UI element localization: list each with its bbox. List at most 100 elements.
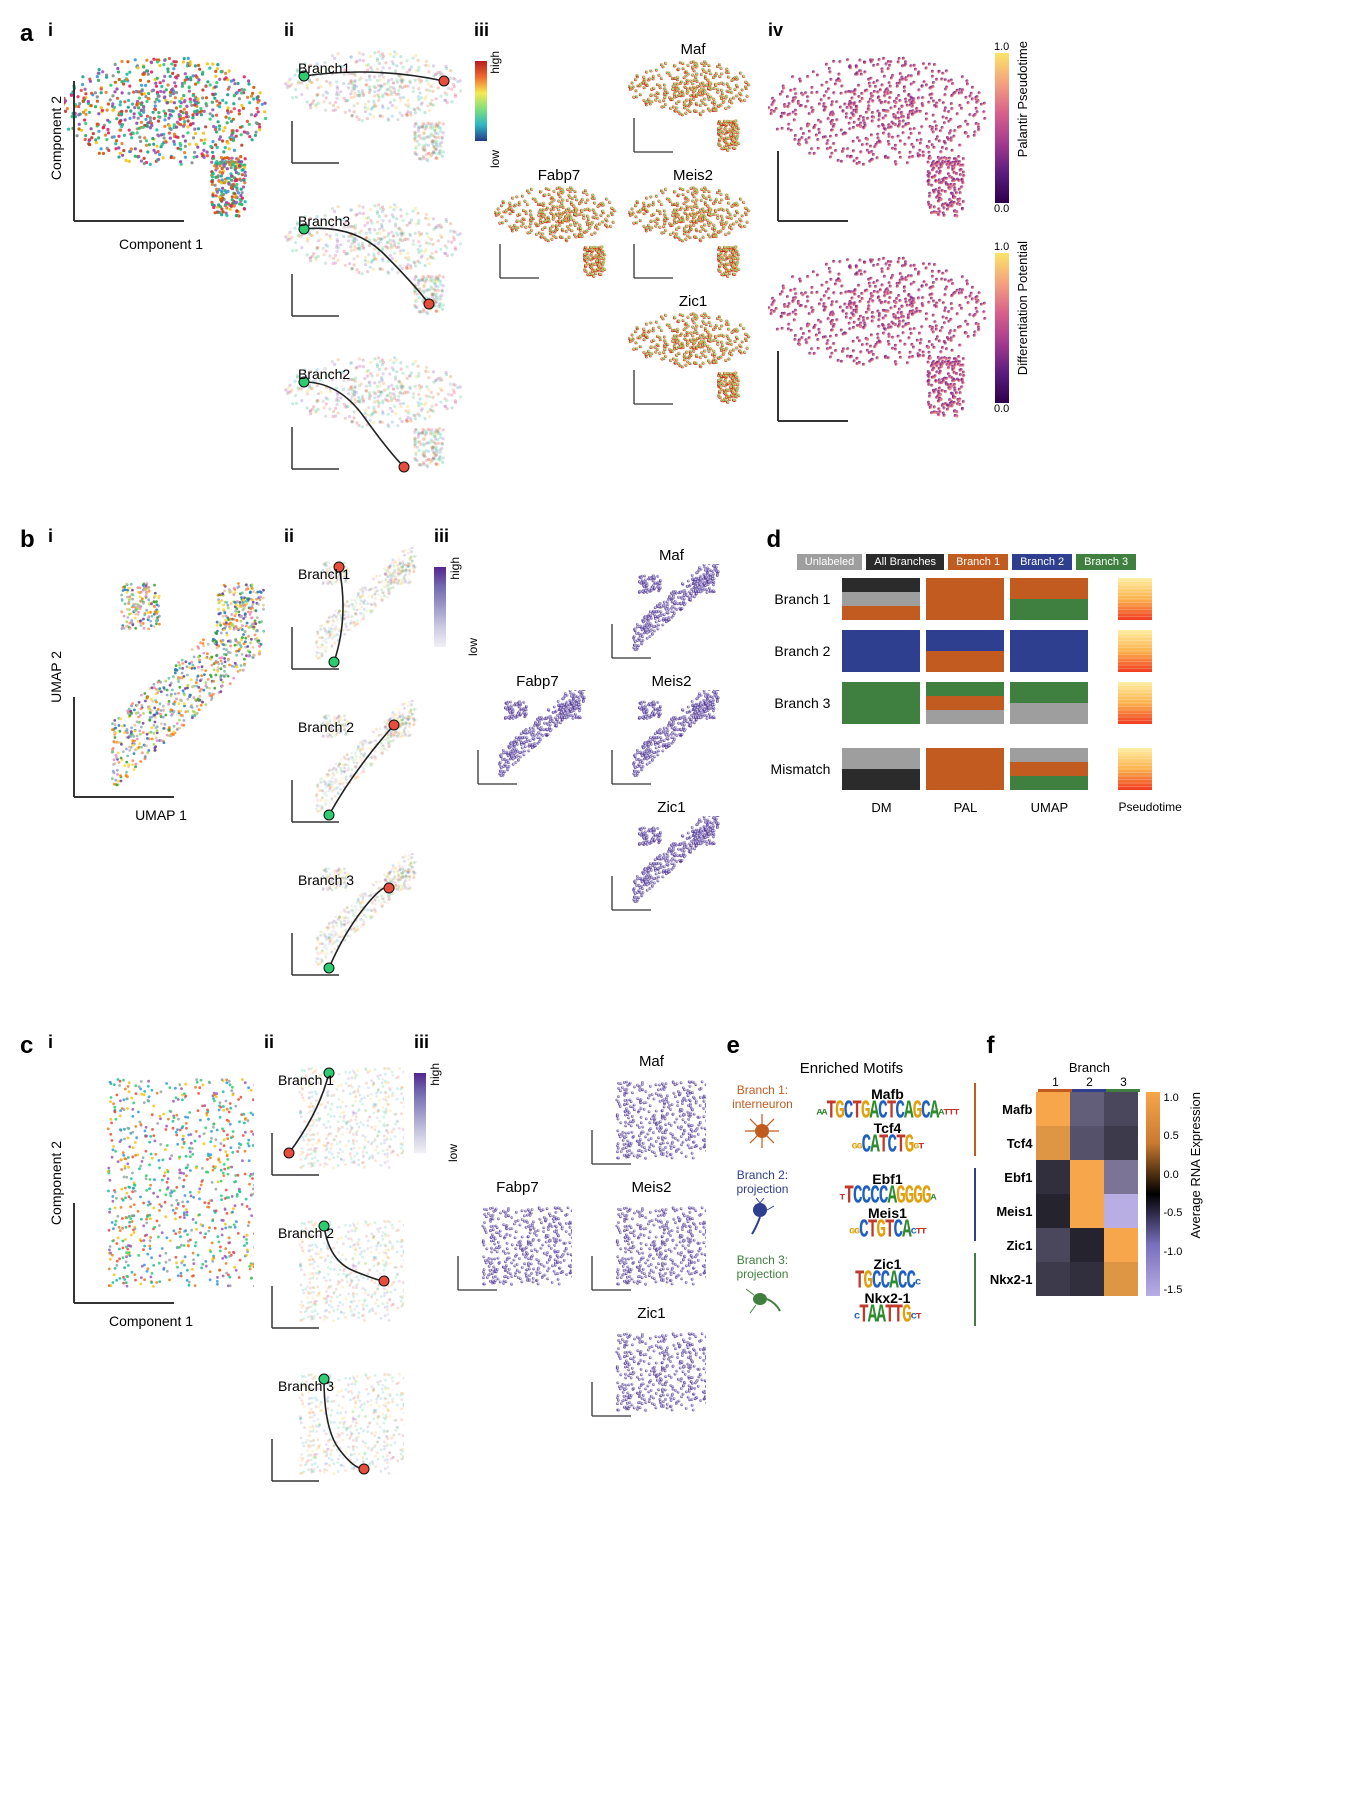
- heatmap-d: Branch 1 Branch 2 Branch 3 Mismatch DMPA…: [766, 578, 1166, 815]
- gene-panel: Meis2: [586, 1179, 716, 1301]
- neuron-icon: [726, 1281, 798, 1326]
- colorbar-iv: [995, 53, 1009, 203]
- f-row-label: Ebf1: [986, 1170, 1036, 1185]
- branch-label: Branch 2: [278, 1225, 404, 1241]
- axis-y-b: UMAP 2: [48, 651, 64, 703]
- branch-descriptor: Branch 1: interneuron: [726, 1083, 798, 1156]
- f-tick: 0.0: [1163, 1169, 1182, 1181]
- gene-name: Fabp7: [472, 673, 602, 690]
- f-row: Ebf1: [986, 1160, 1140, 1194]
- cb-min: 0.0: [994, 403, 1009, 415]
- row-label: Branch 1: [766, 591, 836, 607]
- f-cell: [1104, 1228, 1138, 1262]
- legend-item: Branch 3: [1076, 554, 1136, 570]
- cb-high-b: high: [448, 557, 462, 580]
- legend-item: All Branches: [866, 554, 944, 570]
- branch-label: Branch1: [298, 566, 424, 582]
- branch-name: Branch 3:: [726, 1253, 798, 1267]
- gene-name: Maf: [628, 41, 758, 58]
- motif-block: Mafb AATGCTGACTCAGCAATTT: [806, 1086, 968, 1120]
- neuron-icon: [726, 1111, 798, 1156]
- gene-panel: Maf: [628, 41, 758, 163]
- figure: a i Component 2 Component 1 ii: [20, 20, 1339, 1508]
- f-cell: [1036, 1228, 1070, 1262]
- f-cell: [1104, 1262, 1138, 1296]
- panel-b-sub-ii: ii: [284, 526, 294, 546]
- gene-panel: Fabp7: [494, 167, 624, 289]
- motif-sequence-logo: CTAATTGCT: [806, 1306, 968, 1324]
- branch-name: Branch 1:: [726, 1083, 798, 1097]
- motif-block: Zic1 TGCCACCC: [806, 1256, 968, 1290]
- f-tick: -1.0: [1163, 1246, 1182, 1258]
- heatmap-cell: [842, 682, 920, 724]
- row-label: Mismatch: [766, 761, 836, 777]
- gene-name: Zic1: [606, 799, 736, 816]
- f-cell: [1104, 1194, 1138, 1228]
- row-c-e-f: c i Component 2 Component 1 ii Branch 1: [20, 1032, 1339, 1508]
- gene-name: Meis2: [586, 1179, 716, 1196]
- branch-panel: Branch 2: [264, 1206, 404, 1355]
- f-row-label: Nkx2-1: [986, 1272, 1036, 1287]
- legend-item: Unlabeled: [797, 554, 863, 570]
- f-col-label: 3: [1106, 1075, 1140, 1092]
- row-label: Branch 2: [766, 643, 836, 659]
- panel-b-ii: ii Branch1 Branch 2: [284, 526, 424, 1002]
- f-colorbar-label: Average RNA Expression: [1188, 1092, 1203, 1238]
- panel-c-sub-i: i: [48, 1032, 53, 1052]
- f-tick: 0.5: [1163, 1130, 1182, 1142]
- axis-x-b: UMAP 1: [135, 807, 187, 823]
- branch-panel: Branch2: [284, 347, 464, 496]
- f-cell: [1070, 1160, 1104, 1194]
- panel-e: e Enriched Motifs Mafb AATGCTGACTCAGCAAT…: [726, 1032, 976, 1338]
- scatter-a-i: [64, 41, 274, 236]
- panel-b-sub-iii: iii: [434, 526, 449, 546]
- f-tick: -0.5: [1163, 1207, 1182, 1219]
- motif-block: Ebf1 TTCCCCAGGGGA: [806, 1171, 968, 1205]
- branch-panel: Branch 3: [284, 853, 424, 1002]
- branch-descriptor: Branch 2: projection: [726, 1168, 798, 1241]
- f-cell: [1036, 1160, 1070, 1194]
- motif-sequence-logo: GGCATCTGGT: [806, 1136, 968, 1154]
- panel-c-sub-iii: iii: [414, 1032, 429, 1052]
- panel-a-iv: iv 1.0 0.0 Palantir Pseudotime 1.0: [768, 20, 1030, 431]
- f-row: Meis1: [986, 1194, 1140, 1228]
- cb-min: 0.0: [994, 203, 1009, 215]
- f-cell: [1036, 1092, 1070, 1126]
- branch-label: Branch 3: [278, 1378, 404, 1394]
- heatmap-cell: [1010, 630, 1088, 672]
- heatmap-cell: [926, 630, 1004, 672]
- heatmap-cell: [926, 748, 1004, 790]
- row-b-d: b i UMAP 2 UMAP 1 ii Branch1: [20, 526, 1339, 1002]
- axis-x-c: Component 1: [109, 1313, 193, 1329]
- f-cell: [1070, 1126, 1104, 1160]
- panel-c-sub-ii: ii: [264, 1032, 274, 1052]
- panel-e-label: e: [726, 1032, 739, 1059]
- gene-panel: Maf: [586, 1053, 716, 1175]
- cb-low-a: low: [488, 150, 502, 168]
- panel-b-label: b: [20, 526, 35, 553]
- heatmap-cell: [1010, 682, 1088, 724]
- branch-label: Branch3: [298, 213, 464, 229]
- gene-name: Meis2: [628, 167, 758, 184]
- axis-y-c: Component 2: [48, 1141, 64, 1225]
- cb-max: 1.0: [994, 241, 1009, 253]
- f-cell: [1036, 1262, 1070, 1296]
- axis-y-a: Component 2: [48, 96, 64, 180]
- heatmap-row: Branch 3: [766, 682, 1166, 724]
- branch-subtype: interneuron: [726, 1097, 798, 1111]
- cb-high-c: high: [428, 1063, 442, 1086]
- legend-item: Branch 2: [1012, 554, 1072, 570]
- f-cell: [1104, 1160, 1138, 1194]
- f-cell: [1036, 1126, 1070, 1160]
- f-row: Zic1: [986, 1228, 1140, 1262]
- heatmap-cell: [1010, 748, 1088, 790]
- heatmap-cell: [842, 578, 920, 620]
- panel-b-i: i UMAP 2 UMAP 1: [48, 526, 274, 825]
- branch-label: Branch 2: [298, 719, 424, 735]
- panel-a-sub-i: i: [48, 20, 53, 40]
- cb-low-c: low: [446, 1144, 460, 1162]
- gene-panel: Maf: [606, 547, 736, 669]
- colorbar-iv: [995, 253, 1009, 403]
- panel-a-ii: ii Branch1 Branch3: [284, 20, 464, 496]
- panel-a-label: a: [20, 20, 33, 47]
